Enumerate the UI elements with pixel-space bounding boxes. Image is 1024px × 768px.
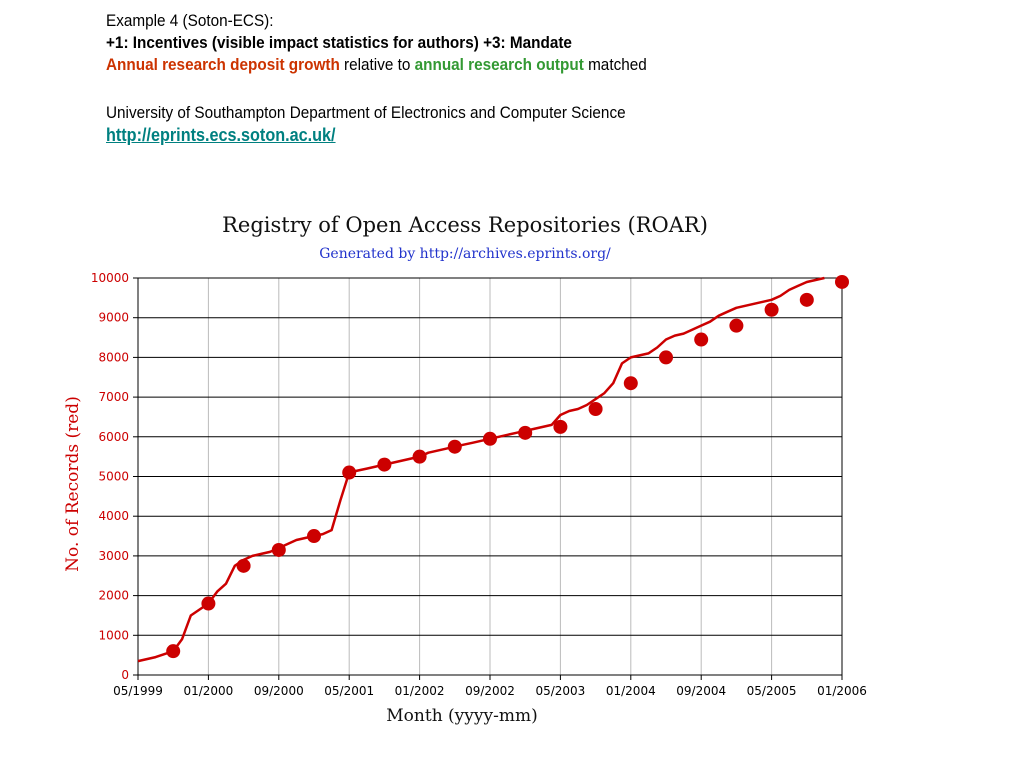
- tick-labels: 05/1999 01/2000 09/2000 05/2001 01/2002 09/20…: [91, 271, 867, 698]
- data-point: [307, 529, 321, 544]
- y-tick-label: 2000: [98, 589, 129, 603]
- data-point: [236, 558, 251, 573]
- data-point: [764, 302, 779, 317]
- x-axis-label: Month (yyyy-mm): [386, 706, 537, 726]
- data-point: [588, 402, 603, 417]
- data-point: [835, 274, 849, 289]
- y-tick-label: 5000: [98, 470, 129, 484]
- data-point: [447, 439, 462, 454]
- y-tick-label: 3000: [98, 549, 129, 563]
- x-tick-label: 05/2003: [535, 684, 585, 698]
- data-point: [799, 292, 814, 307]
- data-point: [342, 465, 357, 480]
- data-point: [271, 542, 286, 557]
- axes: [133, 277, 843, 680]
- x-tick-label: 09/2004: [676, 684, 726, 698]
- x-tick-label: 05/2001: [324, 684, 374, 698]
- x-tick-label: 05/2005: [747, 684, 797, 698]
- x-tick-label: 01/2006: [817, 684, 867, 698]
- x-tick-label: 09/2002: [465, 684, 515, 698]
- data-point: [694, 332, 709, 347]
- eprints-link[interactable]: http://eprints.ecs.soton.ac.uk/: [106, 125, 336, 145]
- x-tick-label: 01/2002: [395, 684, 445, 698]
- incentives-line: +1: Incentives (visible impact statistic…: [106, 33, 572, 52]
- y-tick-label: 0: [121, 668, 129, 682]
- data-point: [201, 596, 216, 611]
- growth-line: Annual research deposit growth relative …: [106, 54, 647, 76]
- data-point: [623, 376, 638, 391]
- series-line: [137, 276, 825, 663]
- deposit-growth-text: Annual research deposit growth: [106, 55, 340, 74]
- y-tick-label: 6000: [98, 430, 129, 444]
- data-point: [377, 457, 392, 472]
- y-tick-label: 7000: [98, 390, 129, 404]
- matched-text: matched: [583, 55, 647, 74]
- data-point: [518, 425, 533, 440]
- slide-header: Example 4 (Soton-ECS): +1: Incentives (v…: [106, 10, 707, 147]
- data-point: [729, 318, 744, 333]
- data-point: [659, 350, 673, 365]
- series-records: [137, 274, 849, 663]
- y-tick-label: 9000: [98, 311, 129, 325]
- y-tick-label: 1000: [98, 628, 129, 642]
- data-point: [412, 449, 427, 464]
- relative-to-text: relative to: [339, 55, 415, 74]
- example-heading: Example 4 (Soton-ECS):: [106, 11, 274, 30]
- y-tick-label: 4000: [98, 509, 129, 523]
- x-tick-label: 01/2000: [183, 684, 233, 698]
- x-tick-label: 05/1999: [113, 684, 163, 698]
- data-point: [166, 644, 181, 659]
- y-tick-label: 10000: [91, 271, 129, 285]
- institution-line: University of Southampton Department of …: [106, 103, 626, 122]
- x-tick-label: 01/2004: [606, 684, 656, 698]
- y-tick-label: 8000: [98, 350, 129, 364]
- y-axis-label: No. of Records (red): [63, 396, 83, 572]
- data-point: [553, 419, 568, 434]
- data-point: [483, 431, 497, 446]
- x-tick-label: 09/2000: [254, 684, 304, 698]
- chart-subtitle: Generated by http://archives.eprints.org…: [319, 246, 611, 262]
- grid: [137, 277, 843, 676]
- research-output-text: annual research output: [414, 55, 584, 74]
- plot-frame: [137, 277, 843, 676]
- chart-title: Registry of Open Access Repositories (RO…: [222, 213, 708, 237]
